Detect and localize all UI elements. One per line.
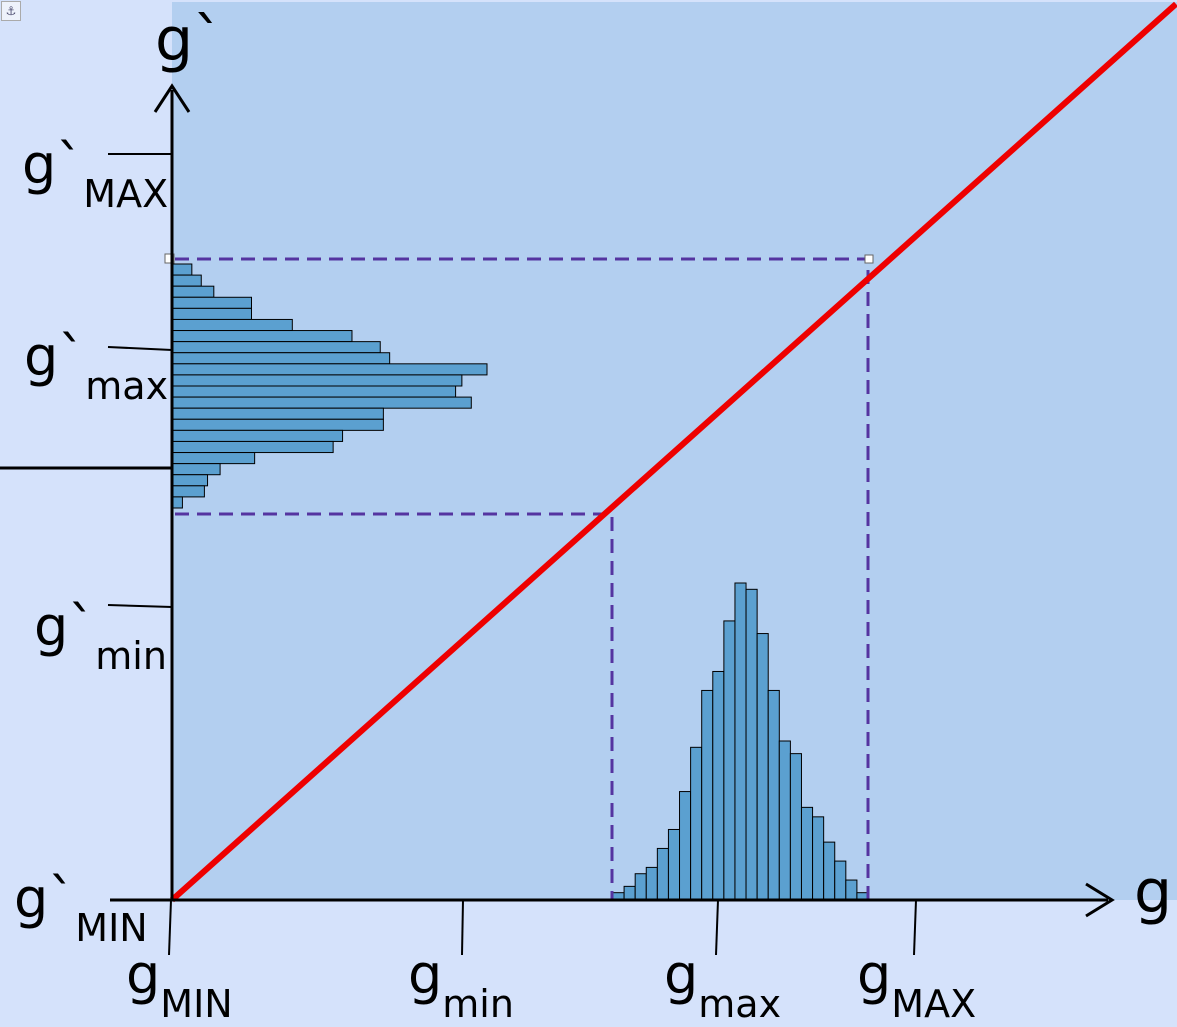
input-histogram-bar [789, 753, 802, 900]
label-y-min: g`MIN [14, 867, 148, 950]
label-y-hmin: g`min [34, 595, 167, 678]
label-x-hmin: gmin [408, 943, 514, 1026]
input-histogram-bar [679, 791, 692, 900]
label-y-max: g`MAX [22, 133, 169, 216]
output-histogram-bar [172, 296, 252, 309]
tick-x-hmin [461, 899, 464, 956]
input-histogram-bar [834, 860, 847, 900]
input-histogram-bar [812, 816, 825, 900]
selection-handle [864, 254, 874, 264]
input-histogram-bar [623, 885, 636, 900]
anchor-icon[interactable]: ⚓ [1, 1, 21, 21]
output-histogram-bar [172, 474, 209, 487]
x-axis-title: g [1134, 857, 1173, 927]
label-x-max: gMAX [857, 943, 977, 1026]
input-histogram-bar [845, 879, 858, 900]
output-histogram-bar [172, 485, 205, 498]
input-histogram-bar [800, 806, 814, 900]
input-histogram-bar [656, 847, 669, 900]
input-histogram-bar [712, 670, 725, 900]
input-histogram-bar [645, 866, 658, 900]
input-histogram-bar [767, 689, 780, 900]
selection-handle [164, 253, 175, 264]
output-histogram-bar [172, 318, 293, 332]
tick-x-max [913, 899, 917, 956]
output-histogram-bar [172, 396, 472, 409]
x-axis-arrowhead [1085, 882, 1115, 918]
output-histogram-bar [172, 429, 344, 442]
output-histogram-bar [172, 263, 193, 276]
output-histogram-bar [172, 330, 353, 343]
output-histogram-bar [172, 341, 381, 354]
output-histogram-bar [172, 496, 183, 509]
output-histogram-bar [172, 352, 391, 365]
input-histogram-bar [756, 633, 769, 900]
input-histogram-bar [745, 588, 758, 900]
output-histogram-bar [172, 374, 463, 387]
label-x-hmax: gmax [664, 943, 782, 1026]
output-histogram-bar [172, 418, 384, 431]
input-histogram-bar [701, 689, 714, 900]
output-histogram-bar [172, 452, 256, 465]
y-axis-arrowhead [153, 83, 191, 113]
input-histogram-bar [823, 841, 836, 900]
output-histogram-bar [172, 307, 252, 320]
mapping-line [170, 1, 1177, 903]
input-histogram-bar [723, 620, 736, 900]
input-histogram-bar [634, 873, 647, 900]
tick-x-min [168, 899, 172, 956]
input-histogram-bar [778, 740, 791, 900]
output-histogram-bar [172, 385, 457, 398]
tick-y-hmax [107, 346, 173, 351]
output-histogram-bar [172, 363, 488, 376]
output-histogram-bar [172, 285, 215, 298]
input-histogram-bar [734, 582, 747, 900]
input-histogram-bar [856, 892, 869, 900]
label-y-hmax: g`max [24, 325, 169, 408]
output-histogram-bar [172, 463, 221, 476]
tick-x-hmax [715, 899, 719, 956]
output-histogram-bar [172, 407, 384, 420]
output-histogram-bar [172, 440, 334, 454]
guide-line-min [175, 512, 614, 900]
input-histogram-bar [690, 746, 703, 900]
tick-y-hmin [107, 604, 173, 608]
label-x-min: gMIN [126, 943, 233, 1026]
input-histogram-bar [612, 892, 625, 900]
y-axis-title: g` [155, 5, 224, 75]
output-histogram-bar [172, 274, 202, 287]
input-histogram-bar [667, 828, 681, 900]
